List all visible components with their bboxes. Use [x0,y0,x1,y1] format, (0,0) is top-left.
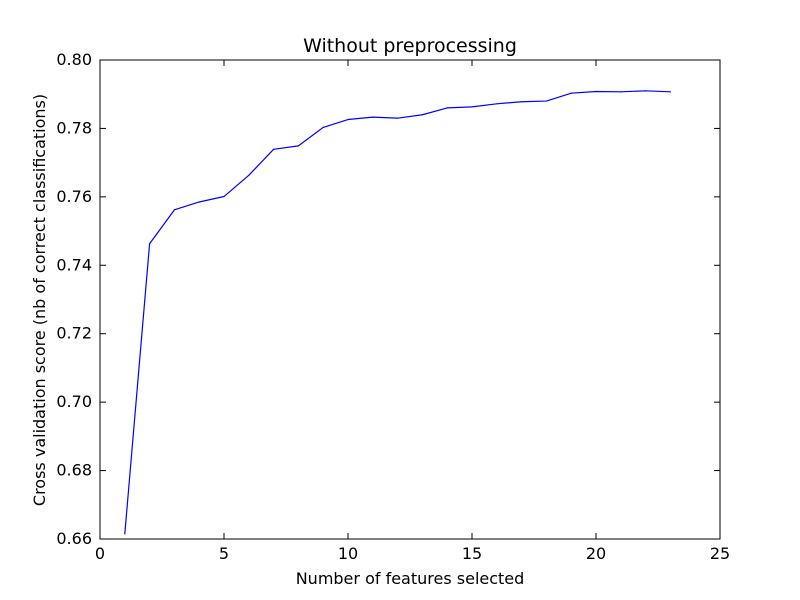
y-tick-label: 0.80 [56,50,92,69]
x-tick-label: 15 [462,544,482,563]
data-point [595,90,597,93]
x-tick-label: 10 [338,544,358,563]
plot-area [100,60,720,539]
data-point [521,101,523,103]
data-point [149,243,151,245]
data-point [669,91,672,93]
data-point [397,117,399,119]
data-point [198,201,200,203]
data-point [496,103,498,105]
data-point [173,209,175,211]
y-tick-label: 0.78 [56,118,92,137]
x-tick-label: 25 [710,544,730,563]
x-axis-title: Number of features selected [296,569,525,588]
series-layer [124,90,672,535]
data-point [322,126,324,128]
data-point [620,91,622,93]
x-tick-label: 0 [95,544,105,563]
data-point [124,533,126,535]
chart-title: Without preprocessing [303,35,517,57]
y-tick-label: 0.76 [56,187,92,206]
ticks-layer: 0 5 10 15 20 25 0.66 0.68 0.70 0.72 0.74 0.76 0.78 0.… [56,50,730,563]
plot-frame [99,59,721,540]
data-point [297,145,299,147]
y-axis-title: Cross validation score (nb of correct cl… [30,94,49,506]
x-tick-label: 5 [219,544,229,563]
data-point [347,118,349,121]
data-point [645,90,647,92]
y-tick-label: 0.66 [56,529,92,548]
data-point [545,100,548,102]
x-tick-label: 20 [586,544,606,563]
data-point [446,107,448,109]
data-point [273,148,275,150]
data-point [471,106,473,108]
data-point [223,195,225,198]
y-tick-label: 0.68 [56,461,92,480]
y-tick-label: 0.74 [56,255,92,274]
data-point [248,174,250,176]
y-tick-label: 0.70 [56,392,92,411]
data-point [570,92,572,94]
y-tick-label: 0.72 [56,324,92,343]
data-point [421,114,423,116]
data-point [372,116,374,118]
